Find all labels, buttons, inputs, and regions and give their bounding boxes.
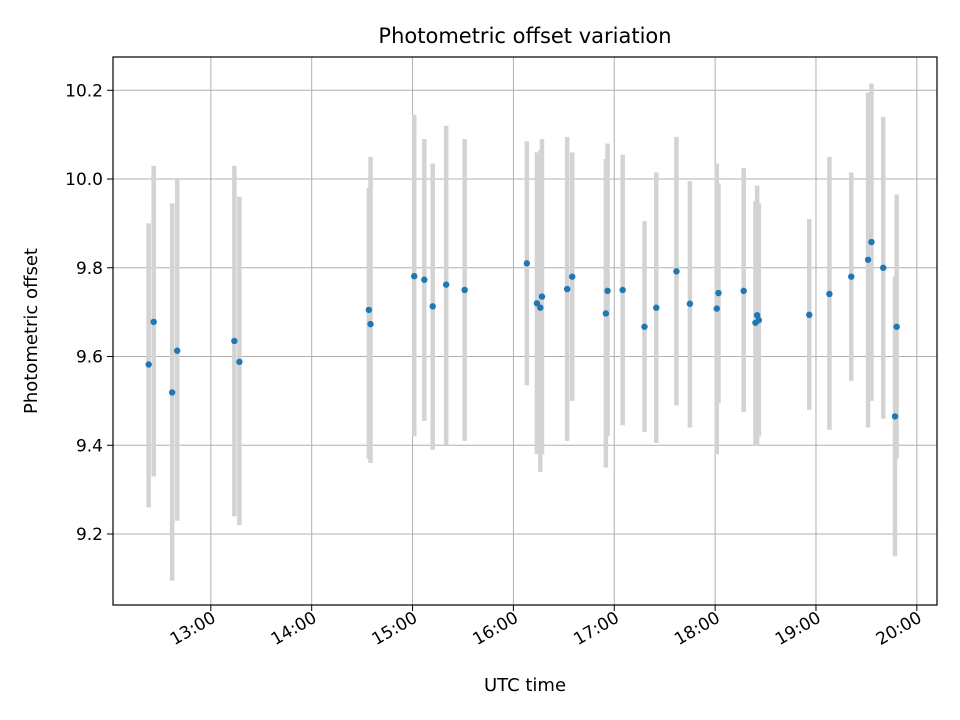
data-point — [367, 320, 374, 328]
data-point — [150, 318, 157, 326]
data-point — [891, 413, 899, 420]
data-point — [653, 304, 660, 311]
data-points — [145, 238, 900, 420]
data-point — [715, 289, 722, 297]
y-tick-label: 10.2 — [65, 81, 103, 101]
data-point — [619, 286, 626, 294]
data-point — [236, 358, 243, 366]
data-point — [880, 264, 887, 271]
data-point — [673, 268, 680, 275]
y-tick-label: 9.4 — [76, 436, 103, 456]
data-point — [429, 303, 436, 310]
data-point — [421, 276, 428, 283]
data-point — [563, 285, 571, 293]
data-point — [538, 293, 546, 300]
y-tick-label: 9.2 — [76, 525, 103, 545]
data-point — [755, 316, 763, 324]
data-point — [411, 273, 418, 280]
data-point — [602, 310, 610, 317]
data-point — [537, 304, 544, 311]
data-point — [569, 273, 576, 280]
x-axis-label: UTC time — [484, 675, 566, 696]
data-point — [893, 323, 900, 330]
data-point — [740, 287, 747, 295]
chart-title: Photometric offset variation — [378, 24, 671, 48]
data-point — [231, 337, 238, 345]
y-tick-label: 10.0 — [65, 170, 103, 190]
plot-frame — [112, 56, 938, 606]
data-point — [533, 300, 541, 307]
y-tick-label: 9.6 — [76, 348, 103, 368]
data-point — [641, 323, 648, 330]
data-point — [868, 238, 875, 246]
data-point — [168, 389, 176, 396]
data-point — [442, 281, 450, 288]
data-point — [753, 312, 761, 319]
y-axis-label: Photometric offset — [21, 248, 42, 414]
data-point — [848, 273, 855, 280]
data-point — [523, 260, 531, 267]
data-point — [365, 306, 373, 314]
data-point — [174, 347, 181, 354]
data-point — [461, 286, 468, 294]
data-point — [604, 287, 611, 295]
data-point — [145, 361, 152, 368]
y-axis: 9.2 9.4 9.6 9.8 10.0 10.2 — [65, 81, 113, 545]
data-point — [713, 305, 720, 312]
data-point — [864, 256, 872, 263]
y-tick-label: 9.8 — [76, 259, 103, 279]
data-point — [686, 300, 694, 307]
data-point — [826, 290, 833, 298]
data-point — [806, 311, 813, 319]
